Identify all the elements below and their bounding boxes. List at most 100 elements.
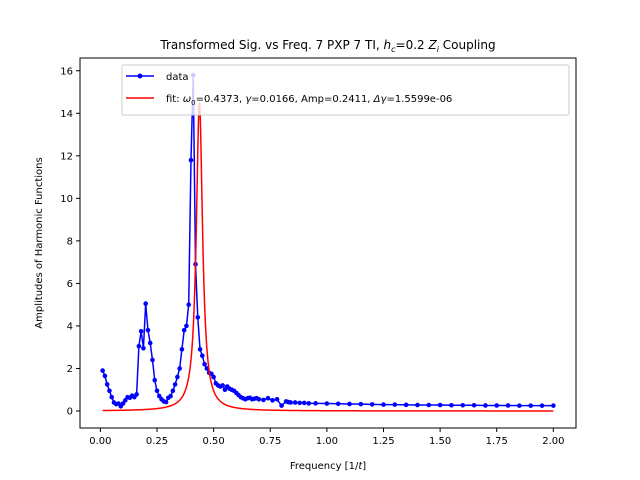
data-point <box>150 357 155 363</box>
data-point <box>211 374 216 380</box>
data-point <box>288 400 293 405</box>
data-point <box>426 402 432 408</box>
data-point <box>136 343 142 349</box>
data-point <box>138 328 144 334</box>
data-point <box>202 361 207 367</box>
data-point <box>392 402 398 407</box>
data-point <box>539 403 545 408</box>
axes-ticks: 0.00 0.25 0.50 0.75 1.00 1.25 1.50 1.75 2.00 0 2 4 6… <box>60 66 564 447</box>
data-point <box>415 402 420 408</box>
data-point <box>172 382 178 387</box>
data-point <box>163 399 169 405</box>
y-tick-label: 2 <box>67 364 73 375</box>
data-point <box>179 347 185 352</box>
data-point <box>403 402 409 408</box>
data-point <box>200 353 205 359</box>
data-point <box>156 393 162 399</box>
x-tick-label: 0.75 <box>259 436 281 447</box>
data-point <box>141 345 146 351</box>
plot-area <box>100 72 556 412</box>
data-point <box>109 394 115 400</box>
data-point <box>104 382 110 387</box>
data-point <box>306 401 312 406</box>
data-point <box>154 388 160 394</box>
data-point <box>270 398 275 403</box>
y-tick-label: 10 <box>60 194 73 205</box>
data-point <box>551 403 556 408</box>
legend-fit-label: fit: ω0=0.4373, γ=0.0166, Amp=0.2411, Δγ… <box>166 94 452 107</box>
chart-title: Transformed Sig. vs Freq. 7 PXP 7 TI, hc… <box>159 38 495 54</box>
data-point <box>297 400 302 406</box>
data-point <box>301 400 307 406</box>
data-point <box>369 402 375 407</box>
data-point <box>324 401 330 406</box>
data-point <box>505 403 511 408</box>
y-axis-label: Amplitudes of Harmonic Functions <box>34 157 45 328</box>
data-point <box>186 302 192 307</box>
data-point <box>313 401 318 406</box>
data-point <box>381 402 386 407</box>
data-point <box>168 393 173 399</box>
data-point <box>222 387 228 393</box>
data-point <box>122 398 128 403</box>
data-point <box>449 402 454 408</box>
y-tick-label: 6 <box>67 279 73 290</box>
y-tick-label: 14 <box>60 109 73 120</box>
data-point <box>220 383 225 388</box>
data-point <box>145 327 151 333</box>
data-point <box>483 403 488 408</box>
data-point <box>102 373 108 379</box>
data-point <box>107 388 112 394</box>
x-tick-label: 1.25 <box>372 436 394 447</box>
data-point <box>181 327 187 333</box>
x-axis-label: Frequency [1/t] <box>290 461 366 472</box>
data-point <box>147 340 153 346</box>
data-point <box>100 368 105 373</box>
data-point <box>143 301 148 306</box>
x-tick-label: 0.50 <box>202 436 224 447</box>
data-point <box>120 401 126 406</box>
data-point <box>188 157 194 163</box>
y-tick-label: 0 <box>67 406 73 417</box>
data-point <box>184 323 189 329</box>
data-point <box>195 315 201 320</box>
data-point <box>177 366 182 371</box>
y-tick-label: 4 <box>67 321 73 332</box>
x-tick-label: 0.25 <box>146 436 168 447</box>
x-tick-label: 0.00 <box>89 436 111 447</box>
y-tick-label: 12 <box>60 151 73 162</box>
x-tick-label: 2.00 <box>542 436 564 447</box>
legend: data fit: ω0=0.4373, γ=0.0166, Amp=0.241… <box>121 64 570 116</box>
y-tick-label: 16 <box>60 66 73 77</box>
x-tick-label: 1.75 <box>486 436 508 447</box>
axes-frame <box>79 57 577 429</box>
data-point <box>256 396 262 402</box>
data-point <box>460 402 466 408</box>
data-point <box>517 403 522 408</box>
data-point <box>437 402 443 408</box>
x-tick-label: 1.00 <box>316 436 338 447</box>
data-point <box>494 403 500 408</box>
data-point <box>265 395 271 401</box>
data-point <box>197 347 203 352</box>
data-point <box>134 392 139 397</box>
data-point <box>175 374 180 380</box>
data-point <box>170 388 176 394</box>
data-point <box>274 396 280 402</box>
data-point <box>471 402 477 408</box>
series-fit-line <box>102 101 554 412</box>
data-point <box>335 401 341 407</box>
data-point <box>292 400 298 405</box>
data-point <box>528 403 534 408</box>
legend-data-label: data <box>166 72 189 83</box>
legend-box <box>121 64 570 116</box>
data-point <box>261 397 266 403</box>
data-point <box>347 401 352 407</box>
data-point <box>358 401 364 407</box>
x-tick-label: 1.50 <box>429 436 451 447</box>
y-tick-label: 8 <box>67 236 73 247</box>
data-point <box>152 377 158 383</box>
data-point <box>279 403 284 408</box>
legend-data-marker <box>137 73 143 79</box>
